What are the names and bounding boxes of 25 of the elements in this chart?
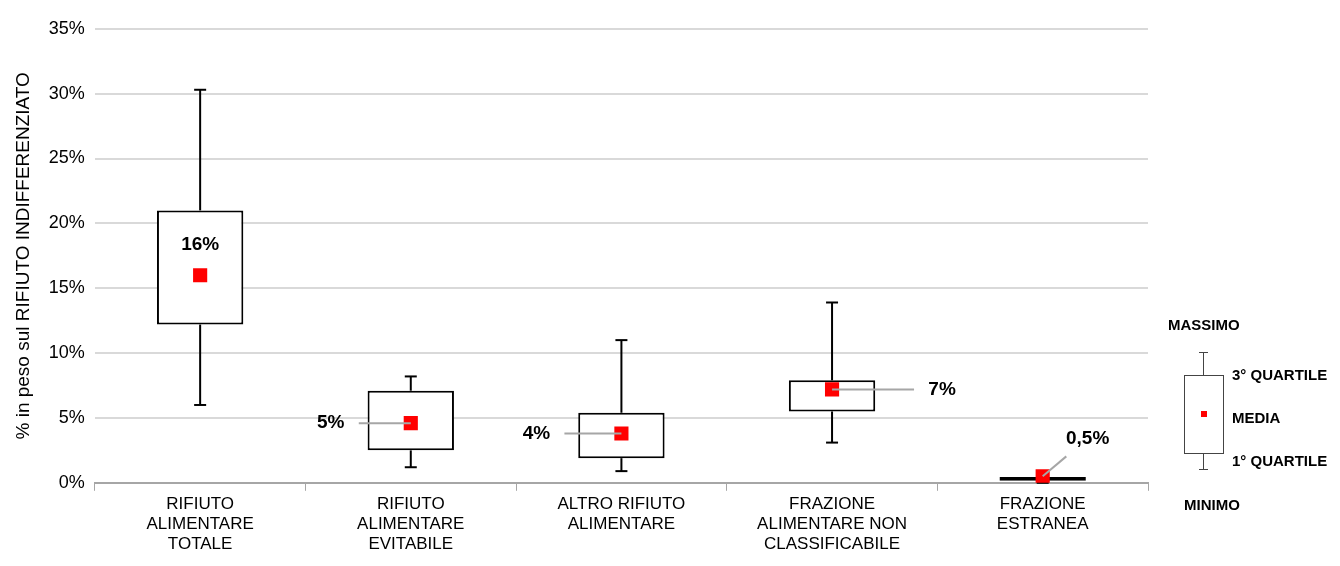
box-key: MASSIMO 3° QUARTILE MEDIA 1° QUARTILE MINIMO	[1168, 316, 1340, 516]
point	[403, 416, 418, 431]
x-tick-label: RIFIUTO ALIMENTARE EVITABILE	[357, 493, 465, 554]
data-label: 5%	[317, 411, 345, 433]
data-label: 16%	[181, 233, 220, 255]
y-tick-label: 30%	[48, 82, 85, 103]
y-tick-label: 10%	[48, 342, 85, 363]
point	[614, 426, 629, 441]
y-tick-label: 15%	[48, 277, 85, 298]
y-axis-title: % in peso sul RIFIUTO INDIFFERENZIATO	[11, 72, 33, 440]
point	[193, 268, 208, 283]
data-label: 0,5%	[1066, 426, 1110, 448]
y-tick-label: 20%	[48, 212, 85, 233]
point	[1035, 469, 1050, 483]
y-tick-label: 25%	[48, 147, 85, 168]
data-label: 4%	[522, 421, 551, 443]
data-label: 7%	[928, 377, 956, 399]
x-tick-label: FRAZIONE ESTRANEA	[996, 493, 1090, 534]
point	[824, 382, 840, 397]
y-tick-label: 0%	[58, 471, 85, 492]
x-tick-label: FRAZIONE ALIMENTARE NON CLASSIFICABILE	[757, 493, 907, 554]
y-tick-label: 35%	[48, 17, 85, 38]
x-tick-label: RIFIUTO ALIMENTARE TOTALE	[146, 493, 254, 554]
y-tick-label: 5%	[58, 406, 85, 427]
x-tick-label: ALTRO RIFIUTO ALIMENTARE	[557, 493, 686, 534]
